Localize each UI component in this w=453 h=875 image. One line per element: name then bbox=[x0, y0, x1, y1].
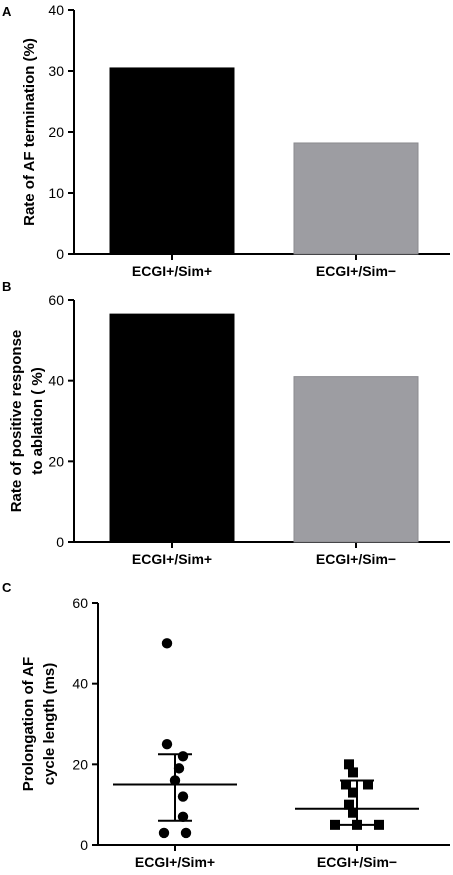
x-tick-label: ECGI+/Sim− bbox=[316, 263, 396, 279]
y-axis-title: Prolongation of AF cycle length (ms) bbox=[20, 657, 58, 791]
panel-letter: C bbox=[2, 580, 12, 595]
y-tick-label: 0 bbox=[80, 837, 88, 853]
data-point bbox=[344, 759, 354, 770]
data-point bbox=[374, 819, 384, 830]
bar-1 bbox=[109, 313, 235, 543]
y-axis-title-line: cycle length (ms) bbox=[41, 663, 58, 786]
y-axis-title: Rate of AF termination (%) bbox=[21, 38, 38, 226]
y-tick-label: 40 bbox=[48, 2, 64, 18]
data-point bbox=[341, 779, 351, 790]
y-tick-label: 60 bbox=[48, 292, 64, 308]
y-axis-title-line: Prolongation of AF bbox=[20, 657, 37, 791]
panel-c: C 0 20 40 60 ECGI+/Sim+ ECGI+/Sim− Prolongation… bbox=[2, 580, 450, 870]
y-tick-label: 20 bbox=[48, 124, 64, 140]
y-tick-label: 0 bbox=[56, 534, 64, 550]
data-point bbox=[161, 638, 173, 649]
y-tick-label: 60 bbox=[72, 595, 88, 611]
data-point bbox=[363, 779, 373, 790]
bar-1 bbox=[109, 67, 235, 255]
y-axis-title-line: Rate of positive response bbox=[8, 330, 25, 513]
data-point bbox=[344, 799, 354, 810]
y-axis-title: Rate of positive response to ablation ( %… bbox=[8, 330, 46, 513]
data-point bbox=[348, 807, 358, 818]
data-point bbox=[330, 819, 340, 830]
y-tick-label: 40 bbox=[48, 373, 64, 389]
x-tick-label: ECGI+/Sim− bbox=[316, 551, 396, 567]
bar-2 bbox=[293, 376, 419, 543]
panel-letter: A bbox=[2, 4, 12, 19]
data-point bbox=[177, 791, 189, 802]
x-tick-label: ECGI+/Sim+ bbox=[135, 854, 215, 870]
x-tick-label: ECGI+/Sim+ bbox=[132, 551, 212, 567]
y-tick-label: 20 bbox=[48, 453, 64, 469]
y-tick-label: 30 bbox=[48, 63, 64, 79]
data-point bbox=[161, 738, 173, 750]
x-tick-label: ECGI+/Sim+ bbox=[132, 263, 212, 279]
y-tick-label: 40 bbox=[72, 676, 88, 692]
data-point bbox=[180, 827, 192, 839]
data-point bbox=[348, 767, 358, 778]
y-tick-label: 20 bbox=[72, 756, 88, 772]
panel-b: B 0 20 40 60 ECGI+/Sim+ ECGI+/Sim− Rate of posi… bbox=[2, 279, 450, 567]
y-axis-title-line: to ablation ( %) bbox=[29, 367, 46, 475]
panel-letter: B bbox=[2, 279, 11, 294]
y-tick-label: 0 bbox=[56, 246, 64, 262]
data-point bbox=[177, 751, 189, 762]
data-point bbox=[177, 811, 189, 822]
x-tick-label: ECGI+/Sim− bbox=[317, 854, 397, 870]
y-tick-label: 10 bbox=[48, 185, 64, 201]
panel-a: A 0 10 20 30 40 ECGI+/Sim+ ECGI+/Sim− Rate of AF… bbox=[2, 2, 450, 279]
data-point bbox=[348, 787, 358, 798]
bar-2 bbox=[293, 142, 419, 255]
data-point bbox=[173, 763, 185, 774]
data-point bbox=[158, 827, 170, 839]
